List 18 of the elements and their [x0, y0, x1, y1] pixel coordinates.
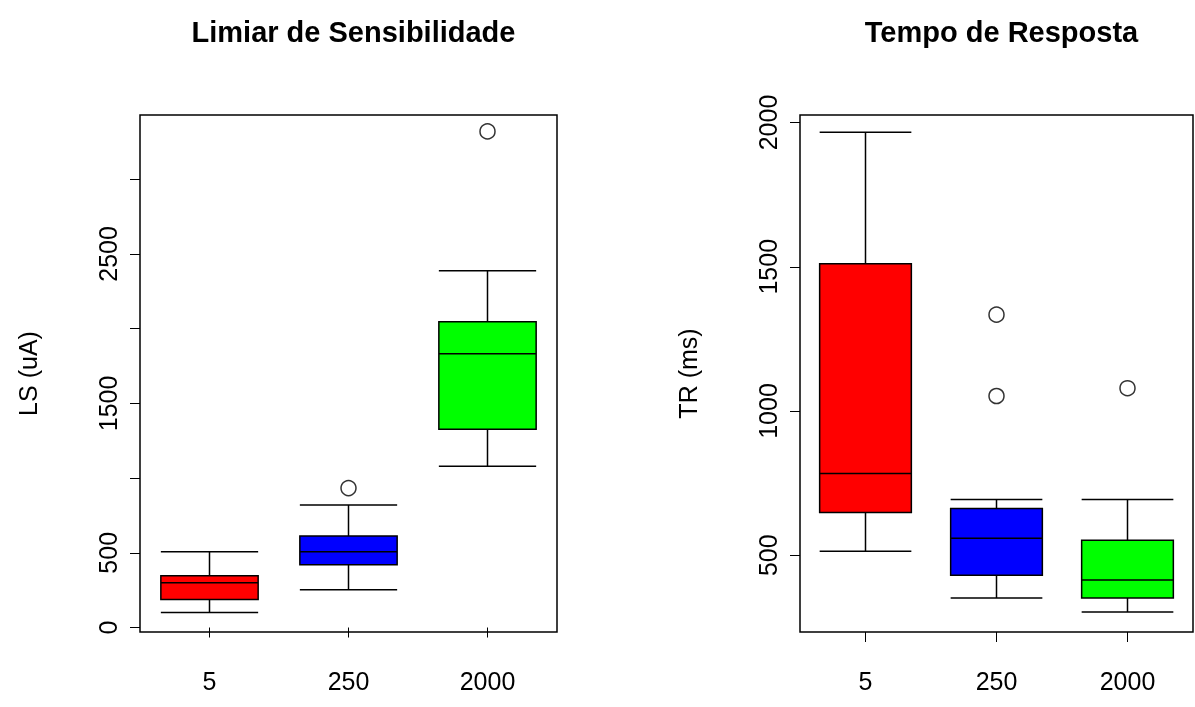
x-tick-label: 5	[858, 666, 873, 695]
y-tick-label: 1000	[753, 383, 782, 439]
y-tick-label: 2500	[93, 226, 122, 282]
y-tick-label: 2000	[753, 94, 782, 151]
y-tick-label: 1500	[753, 238, 782, 295]
y-axis-title: TR (ms)	[673, 328, 702, 419]
y-tick-label: 500	[93, 531, 122, 574]
x-tick-label: 2000	[459, 666, 516, 695]
x-tick-label: 250	[327, 666, 370, 695]
y-tick-label: 500	[753, 534, 782, 577]
chart-title: Limiar de Sensibilidade	[191, 15, 516, 48]
y-axis-title: LS (uA)	[13, 331, 42, 416]
chart-title: Tempo de Resposta	[864, 15, 1140, 48]
x-tick-label: 250	[975, 666, 1018, 695]
y-tick-label: 1500	[93, 375, 122, 432]
x-tick-label: 2000	[1099, 666, 1156, 695]
y-tick-label: 0	[93, 620, 122, 635]
x-tick-label: 5	[202, 666, 217, 695]
